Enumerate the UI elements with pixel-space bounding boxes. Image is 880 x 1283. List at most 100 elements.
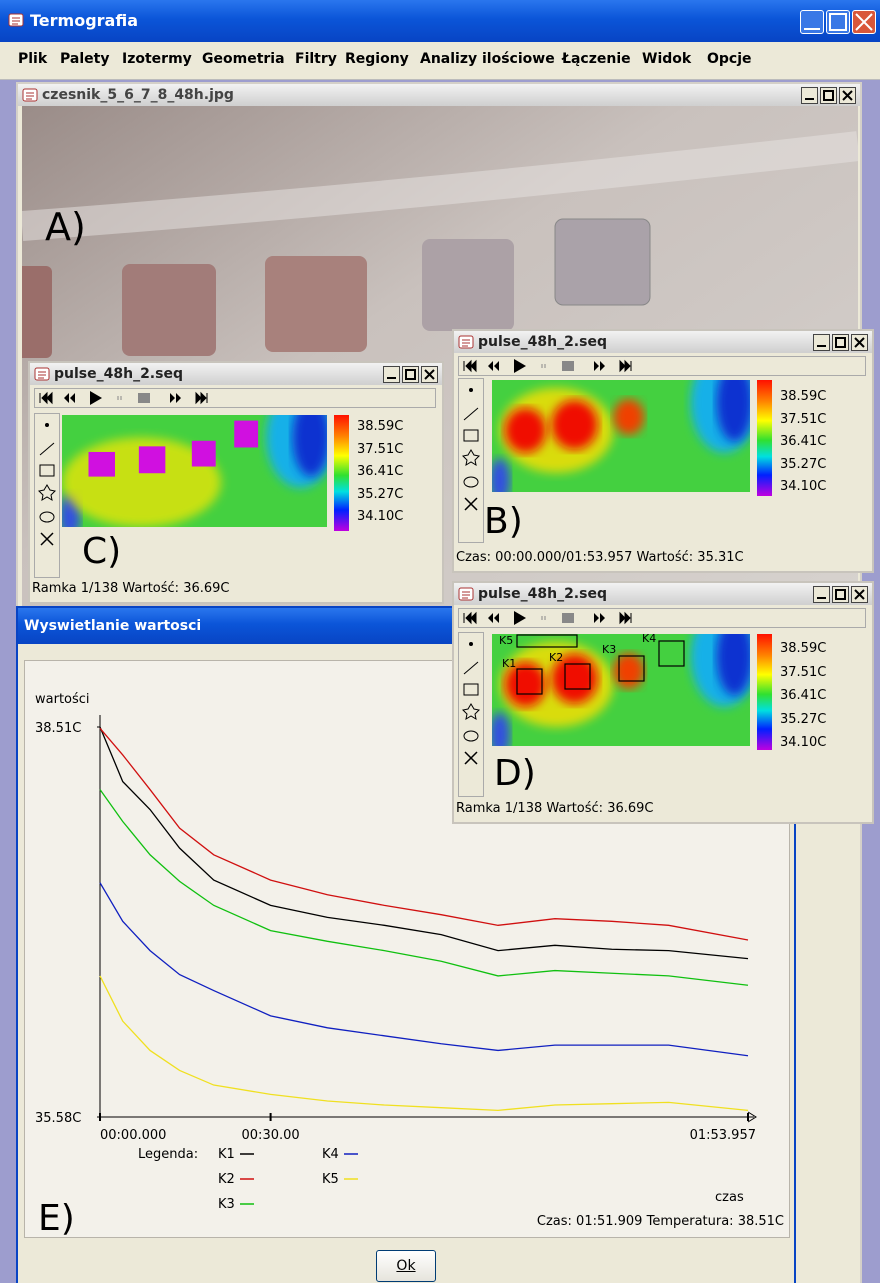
panel-label: D) — [494, 753, 536, 794]
window-max-button[interactable] — [402, 366, 419, 383]
window-max-button[interactable] — [826, 10, 850, 34]
status-text: Czas: 00:00.000/01:53.957 Wartość: 35.31… — [456, 550, 744, 565]
graphic — [422, 367, 437, 382]
region-box — [619, 656, 644, 681]
shape — [613, 399, 644, 435]
menu-item[interactable]: Opcje — [707, 51, 752, 67]
shape — [817, 345, 826, 347]
graphic — [34, 413, 60, 578]
shape — [45, 423, 49, 427]
shape — [505, 408, 546, 453]
region-box — [517, 635, 577, 647]
shape — [387, 377, 396, 379]
graphic — [853, 11, 875, 33]
window-min-button[interactable] — [383, 366, 400, 383]
region-box — [517, 669, 542, 694]
scale-label: 34.10C — [357, 509, 403, 524]
region-label: K3 — [602, 643, 616, 656]
panel-label: A) — [45, 205, 86, 249]
panel-label: E) — [38, 1198, 75, 1239]
menu-item[interactable]: Analizy ilościowe — [420, 51, 555, 67]
status-text: Ramka 1/138 Wartość: 36.69C — [456, 801, 653, 816]
region-box — [565, 664, 590, 689]
window-close-button[interactable] — [839, 87, 856, 104]
shape — [843, 91, 852, 100]
shape — [138, 393, 150, 403]
sequence-window: pulse_48h_2.seq38.59C37.51C36.41C35.27C3… — [28, 361, 444, 604]
graphic — [492, 380, 750, 492]
shape — [459, 633, 484, 797]
menu-item[interactable]: Plik — [18, 51, 47, 67]
panel-label: B) — [484, 501, 523, 542]
graphic — [821, 88, 836, 103]
shape — [425, 370, 434, 379]
region-box — [659, 641, 684, 666]
menu-item[interactable]: Palety — [60, 51, 109, 67]
shape — [856, 14, 872, 30]
shape — [122, 264, 216, 356]
color-scale — [757, 634, 772, 750]
shape — [555, 219, 650, 305]
graphic — [458, 334, 474, 350]
window-max-button[interactable] — [832, 334, 849, 351]
graphic — [458, 586, 474, 602]
status-text: Ramka 1/138 Wartość: 36.69C — [32, 581, 229, 596]
graphic — [458, 378, 484, 543]
graphic — [458, 608, 866, 628]
window-min-button[interactable] — [813, 334, 830, 351]
color-scale — [757, 380, 772, 496]
scale-label: 36.41C — [780, 434, 826, 449]
ok-button[interactable]: Ok — [376, 1250, 436, 1282]
graphic — [833, 335, 848, 350]
scale-label: 38.59C — [357, 419, 403, 434]
shape — [469, 642, 473, 646]
menu-item[interactable]: Filtry — [295, 51, 337, 67]
window-min-button[interactable] — [813, 586, 830, 603]
window-title: czesnik_5_6_7_8_48h.jpg — [42, 87, 234, 103]
shape — [469, 388, 473, 392]
menu-item[interactable]: Geometria — [202, 51, 285, 67]
shape — [562, 613, 574, 623]
menu-item[interactable]: Izotermy — [122, 51, 192, 67]
scale-label: 35.27C — [357, 487, 403, 502]
window-close-button[interactable] — [852, 10, 876, 34]
region-label: K4 — [642, 634, 656, 645]
scale-label: 37.51C — [780, 412, 826, 427]
graphic — [22, 87, 38, 103]
graphic — [34, 388, 436, 408]
shape — [830, 14, 846, 30]
menu-item[interactable]: Widok — [642, 51, 691, 67]
graphic — [814, 587, 829, 602]
window-max-button[interactable] — [820, 87, 837, 104]
graphic — [852, 335, 867, 350]
window-title: pulse_48h_2.seq — [478, 586, 607, 602]
shape — [192, 441, 216, 467]
window-max-button[interactable] — [832, 586, 849, 603]
window-title: pulse_48h_2.seq — [478, 334, 607, 350]
window-close-button[interactable] — [851, 586, 868, 603]
shape — [22, 266, 52, 358]
graphic — [384, 367, 399, 382]
window-min-button[interactable] — [800, 10, 824, 34]
panel-label: C) — [82, 531, 121, 572]
graphic — [852, 587, 867, 602]
window-close-button[interactable] — [421, 366, 438, 383]
region-label: K1 — [502, 657, 516, 670]
shape — [804, 28, 820, 30]
shape — [562, 361, 574, 371]
color-scale — [334, 415, 349, 531]
graphic — [840, 88, 855, 103]
menu-item[interactable]: Łączenie — [562, 51, 631, 67]
scale-label: 34.10C — [780, 735, 826, 750]
shape — [836, 338, 845, 347]
scale-label: 38.59C — [780, 389, 826, 404]
menu-item[interactable]: Regiony — [345, 51, 409, 67]
window-close-button[interactable] — [851, 334, 868, 351]
window-min-button[interactable] — [801, 87, 818, 104]
scale-label: 35.27C — [780, 712, 826, 727]
graphic — [62, 415, 327, 527]
shape — [855, 338, 864, 347]
graphic — [403, 367, 418, 382]
